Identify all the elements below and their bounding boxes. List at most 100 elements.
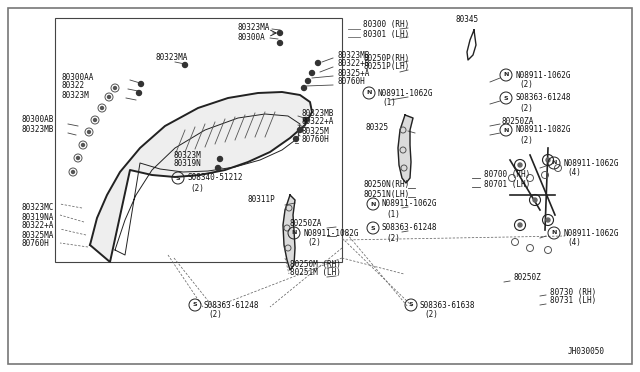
Text: N: N [503,73,509,77]
Text: 80251N(LH): 80251N(LH) [363,189,409,199]
Circle shape [310,71,314,76]
Text: 80319NA: 80319NA [22,212,54,221]
Text: 80250ZA: 80250ZA [502,116,534,125]
Text: N: N [371,202,376,206]
Text: N08911-1082G: N08911-1082G [303,228,358,237]
Text: 80300A: 80300A [238,32,266,42]
Text: (2): (2) [386,234,400,243]
Circle shape [533,198,537,202]
Circle shape [108,96,111,99]
Text: 80760H: 80760H [302,135,330,144]
Text: 80322+A: 80322+A [302,118,334,126]
Text: S: S [176,176,180,180]
Circle shape [546,218,550,222]
Circle shape [278,31,282,35]
Text: 80311P: 80311P [248,196,276,205]
Text: 80300AA: 80300AA [62,73,94,81]
Text: 80701 (LH): 80701 (LH) [484,180,531,189]
Circle shape [136,90,141,96]
Text: (2): (2) [424,311,438,320]
Text: 80301 (LH): 80301 (LH) [363,29,409,38]
Text: N: N [291,231,297,235]
Text: S08363-61248: S08363-61248 [515,93,570,103]
Text: 80323M: 80323M [174,151,202,160]
Text: N08911-1062G: N08911-1062G [378,89,433,97]
Text: S: S [409,302,413,308]
Text: 80322+A: 80322+A [22,221,54,231]
Text: 80760H: 80760H [22,240,50,248]
Text: (4): (4) [567,238,581,247]
Text: 80325: 80325 [365,124,388,132]
Text: S08363-61638: S08363-61638 [420,301,476,310]
Text: S: S [371,225,375,231]
Text: N08911-1062G: N08911-1062G [563,228,618,237]
Circle shape [303,118,308,122]
Text: 80700 (RH): 80700 (RH) [484,170,531,180]
Text: 80251M (LH): 80251M (LH) [290,269,341,278]
Text: 80322+B: 80322+B [337,60,369,68]
Text: 80322: 80322 [62,81,85,90]
Text: 80250M (RH): 80250M (RH) [290,260,341,269]
Text: (2): (2) [190,183,204,192]
Text: N: N [551,160,557,166]
Text: S08340-51212: S08340-51212 [187,173,243,183]
Text: JH030050: JH030050 [568,347,605,356]
Text: N08911-1062G: N08911-1062G [382,199,438,208]
Circle shape [218,157,223,161]
Text: (2): (2) [519,135,533,144]
Circle shape [546,158,550,162]
Circle shape [88,131,90,134]
Text: N08911-1082G: N08911-1082G [515,125,570,135]
Text: 80730 (RH): 80730 (RH) [550,288,596,296]
Text: 80300 (RH): 80300 (RH) [363,20,409,29]
Bar [55,18,342,262]
Circle shape [305,78,310,83]
Circle shape [216,166,221,170]
Text: N: N [366,90,372,96]
Text: S08363-61248: S08363-61248 [204,301,259,310]
Text: S08363-61248: S08363-61248 [382,224,438,232]
Circle shape [182,62,188,67]
Text: 80325M: 80325M [302,126,330,135]
Circle shape [294,137,298,141]
Text: 80731 (LH): 80731 (LH) [550,296,596,305]
Circle shape [301,86,307,90]
Text: S: S [504,96,508,100]
Text: 80325MA: 80325MA [22,231,54,240]
Text: 80251P(LH): 80251P(LH) [363,62,409,71]
Text: 80250Z: 80250Z [514,273,541,282]
Text: (2): (2) [307,238,321,247]
Text: N: N [503,128,509,132]
Circle shape [77,157,79,160]
Text: (2): (2) [208,311,222,320]
Text: 80319N: 80319N [174,160,202,169]
Text: 80323MB: 80323MB [302,109,334,118]
Text: 80325+A: 80325+A [337,68,369,77]
Text: N08911-1062G: N08911-1062G [563,158,618,167]
Polygon shape [398,115,413,183]
Circle shape [298,128,303,132]
Text: N08911-1062G: N08911-1062G [515,71,570,80]
Circle shape [518,223,522,227]
Text: 80345: 80345 [455,16,478,25]
Circle shape [138,81,143,87]
Circle shape [93,119,97,122]
Polygon shape [283,195,295,270]
Text: 80323MB: 80323MB [22,125,54,134]
Circle shape [278,41,282,45]
Text: (1): (1) [382,99,396,108]
Text: S: S [193,302,197,308]
Text: 80323MA: 80323MA [238,23,270,32]
Circle shape [113,87,116,90]
Text: (2): (2) [519,80,533,90]
Circle shape [81,144,84,147]
Text: 80300AB: 80300AB [22,115,54,125]
Text: 80323M: 80323M [62,90,90,99]
Text: 80250P(RH): 80250P(RH) [363,54,409,62]
Text: 80250ZA: 80250ZA [290,219,323,228]
Polygon shape [90,92,312,262]
Circle shape [72,170,74,173]
Text: (2): (2) [519,103,533,112]
Text: 80250N(RH): 80250N(RH) [363,180,409,189]
Text: (4): (4) [567,169,581,177]
